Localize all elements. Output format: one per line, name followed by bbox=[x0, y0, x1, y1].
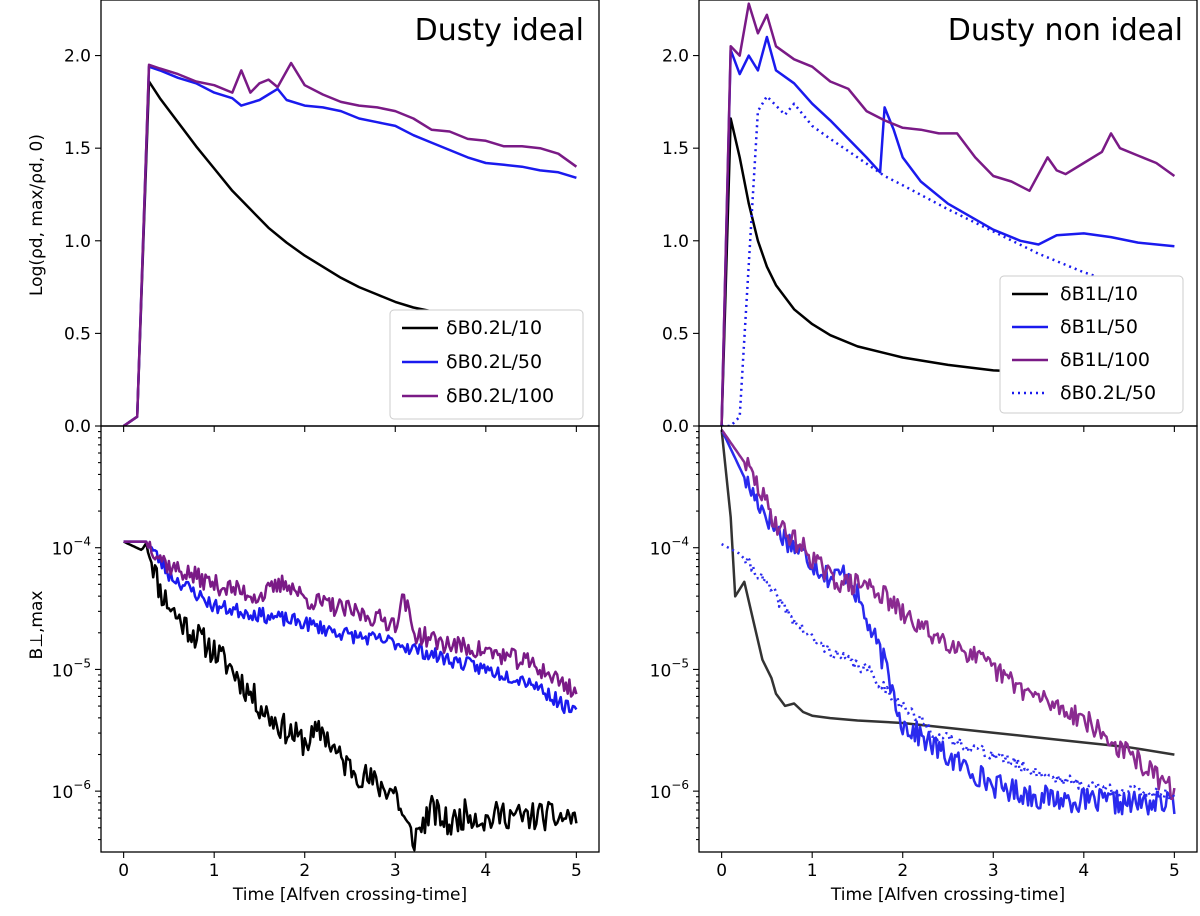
x-tick-label: 2 bbox=[299, 861, 310, 881]
y-tick-label: 10−5 bbox=[52, 656, 91, 681]
series-line bbox=[720, 2, 1176, 426]
y-tick-label: 0.0 bbox=[662, 417, 689, 437]
legend-label: δB0.2L/50 bbox=[1060, 382, 1156, 404]
legend-label: δB0.2L/50 bbox=[446, 351, 542, 373]
legend-left: δB0.2L/10 δB0.2L/50 δB0.2L/100 bbox=[389, 309, 584, 420]
y-tick-label: 10−6 bbox=[52, 778, 91, 803]
tick-exponent: −5 bbox=[671, 656, 689, 670]
x-tick-label: 0 bbox=[118, 861, 129, 881]
series-layer bbox=[122, 2, 1176, 852]
legend-label: δB0.2L/10 bbox=[446, 317, 542, 339]
y-tick-label: 0.5 bbox=[662, 324, 689, 344]
y-tick-label: 0.0 bbox=[64, 417, 91, 437]
y-tick-label: 10−6 bbox=[650, 778, 689, 803]
ylabel-bottom: B⊥,max bbox=[27, 591, 47, 660]
y-tick-label: 1.5 bbox=[662, 139, 689, 159]
panel-series-group bbox=[123, 540, 578, 852]
y-tick-label: 0.5 bbox=[64, 324, 91, 344]
series-line bbox=[720, 35, 1175, 426]
tick-base: 10 bbox=[650, 783, 672, 803]
y-tick-label: 2.0 bbox=[662, 47, 689, 67]
series-line bbox=[720, 428, 1176, 801]
legend-label: δB1L/100 bbox=[1060, 349, 1150, 371]
x-tick-label: 5 bbox=[1169, 861, 1180, 881]
axes-frame bbox=[698, 425, 1198, 853]
legend-label: δB0.2L/100 bbox=[446, 385, 554, 407]
tick-base: 10 bbox=[52, 783, 74, 803]
legend-label: δB1L/50 bbox=[1060, 316, 1138, 338]
tick-exponent: −4 bbox=[73, 535, 91, 549]
axes-frame bbox=[100, 425, 600, 853]
series-line bbox=[721, 95, 1175, 426]
x-tick-label: 3 bbox=[390, 861, 401, 881]
series-line bbox=[123, 540, 578, 698]
x-tick-label: 4 bbox=[480, 861, 491, 881]
y-tick-label: 1.5 bbox=[64, 139, 91, 159]
y-tick-label: 1.0 bbox=[662, 232, 689, 252]
series-line bbox=[720, 429, 1175, 756]
series-line bbox=[122, 65, 577, 426]
series-line bbox=[123, 540, 578, 715]
axes-layer: 0.00.51.01.52.00.00.51.01.52.00 1 2 3 4 510−6… bbox=[52, 0, 1198, 881]
x-tick-label: 1 bbox=[807, 861, 818, 881]
series-line bbox=[123, 540, 578, 852]
tick-base: 10 bbox=[52, 661, 74, 681]
panel-title-right: Dusty non ideal bbox=[948, 13, 1183, 48]
panel-series-group bbox=[720, 428, 1176, 816]
legend-box bbox=[389, 309, 584, 420]
x-tick-label: 1 bbox=[209, 861, 220, 881]
y-tick-label: 10−4 bbox=[650, 535, 689, 560]
y-tick-label: 10−5 bbox=[650, 656, 689, 681]
tick-base: 10 bbox=[650, 661, 672, 681]
x-tick-label: 2 bbox=[897, 861, 908, 881]
x-tick-label: 5 bbox=[571, 861, 582, 881]
x-tick-label: 0 bbox=[716, 861, 727, 881]
tick-exponent: −4 bbox=[671, 535, 689, 549]
xlabel-right: Time [Alfven crossing-time] bbox=[830, 885, 1065, 905]
xlabel-left: Time [Alfven crossing-time] bbox=[232, 885, 467, 905]
y-tick-label: 10−4 bbox=[52, 535, 91, 560]
legend-label: δB1L/10 bbox=[1060, 283, 1138, 305]
tick-exponent: −5 bbox=[73, 656, 91, 670]
series-line bbox=[720, 429, 1176, 816]
tick-exponent: −6 bbox=[73, 778, 91, 792]
legend-right: δB1L/10 δB1L/50 δB1L/100 δB0.2L/50 bbox=[999, 275, 1184, 414]
tick-exponent: −6 bbox=[671, 778, 689, 792]
x-tick-label: 3 bbox=[988, 861, 999, 881]
y-tick-label: 2.0 bbox=[64, 47, 91, 67]
tick-base: 10 bbox=[650, 540, 672, 560]
tick-base: 10 bbox=[52, 540, 74, 560]
x-tick-label: 4 bbox=[1078, 861, 1089, 881]
panel-title-left: Dusty ideal bbox=[415, 13, 584, 48]
legend-box bbox=[999, 275, 1184, 414]
y-tick-label: 1.0 bbox=[64, 232, 91, 252]
ylabel-top: Log(ρd, max/ρd, 0) bbox=[27, 134, 47, 296]
series-line bbox=[721, 542, 1176, 800]
series-line bbox=[122, 61, 578, 426]
